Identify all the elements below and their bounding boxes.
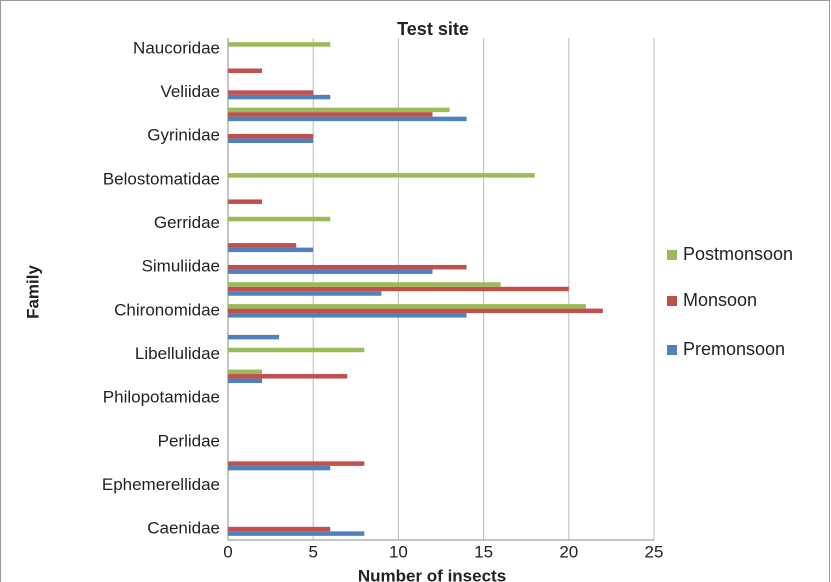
bar xyxy=(228,90,314,95)
y-tick-label: Perlidae xyxy=(158,431,220,450)
y-tick-label: Ephemerellidae xyxy=(102,475,220,494)
y-tick-label: Libellulidae xyxy=(135,344,220,363)
bar xyxy=(228,531,365,536)
bar xyxy=(228,42,331,47)
bar xyxy=(228,465,331,471)
y-tick-label: Gyrinidae xyxy=(147,126,220,145)
x-tick-label: 5 xyxy=(308,542,317,561)
bar xyxy=(228,247,314,253)
y-tick-label: Belostomatidae xyxy=(103,169,220,188)
bar xyxy=(228,378,263,384)
y-tick-label: Veliidae xyxy=(160,82,220,101)
x-tick-label: 15 xyxy=(474,542,493,561)
y-tick-label: Caenidae xyxy=(147,519,220,538)
x-tick-label: 20 xyxy=(559,542,578,561)
bar xyxy=(228,282,501,287)
bar xyxy=(228,68,263,73)
legend-label: Postmonsoon xyxy=(683,244,793,264)
bar xyxy=(228,112,433,117)
x-tick-label: 0 xyxy=(223,542,232,561)
legend-swatch xyxy=(667,250,677,260)
bar xyxy=(228,138,314,143)
y-tick-label: Simuliidae xyxy=(142,257,220,276)
bar xyxy=(228,199,263,204)
bar xyxy=(228,173,535,178)
bar xyxy=(228,461,365,466)
bar xyxy=(228,334,280,340)
legend-swatch xyxy=(667,296,677,306)
x-tick-label: 25 xyxy=(645,542,664,561)
bar xyxy=(228,304,586,309)
bar xyxy=(228,374,348,379)
bar xyxy=(228,286,569,292)
x-tick-label: 10 xyxy=(389,542,408,561)
chart-title: Test site xyxy=(397,19,469,39)
x-axis-label: Number of insects xyxy=(358,566,506,582)
bar xyxy=(228,313,467,318)
bar xyxy=(228,264,467,270)
legend-label: Monsoon xyxy=(683,290,757,310)
bar xyxy=(228,116,467,122)
bar xyxy=(228,216,331,222)
y-tick-label: Chironomidae xyxy=(114,300,220,319)
legend-swatch xyxy=(667,345,677,355)
y-tick-label: Gerridae xyxy=(154,213,220,232)
y-tick-label: Naucoridae xyxy=(133,38,220,57)
y-axis-label: Family xyxy=(23,265,42,319)
bar xyxy=(228,243,297,248)
bar xyxy=(228,107,450,113)
bar xyxy=(228,291,382,296)
legend-label: Premonsoon xyxy=(683,339,785,359)
bar xyxy=(228,347,365,353)
bar xyxy=(228,369,263,375)
bar xyxy=(228,526,331,532)
bar xyxy=(228,308,603,314)
bar xyxy=(228,94,331,100)
y-tick-label: Philopotamidae xyxy=(103,388,220,407)
bar xyxy=(228,269,433,274)
bar xyxy=(228,133,314,139)
